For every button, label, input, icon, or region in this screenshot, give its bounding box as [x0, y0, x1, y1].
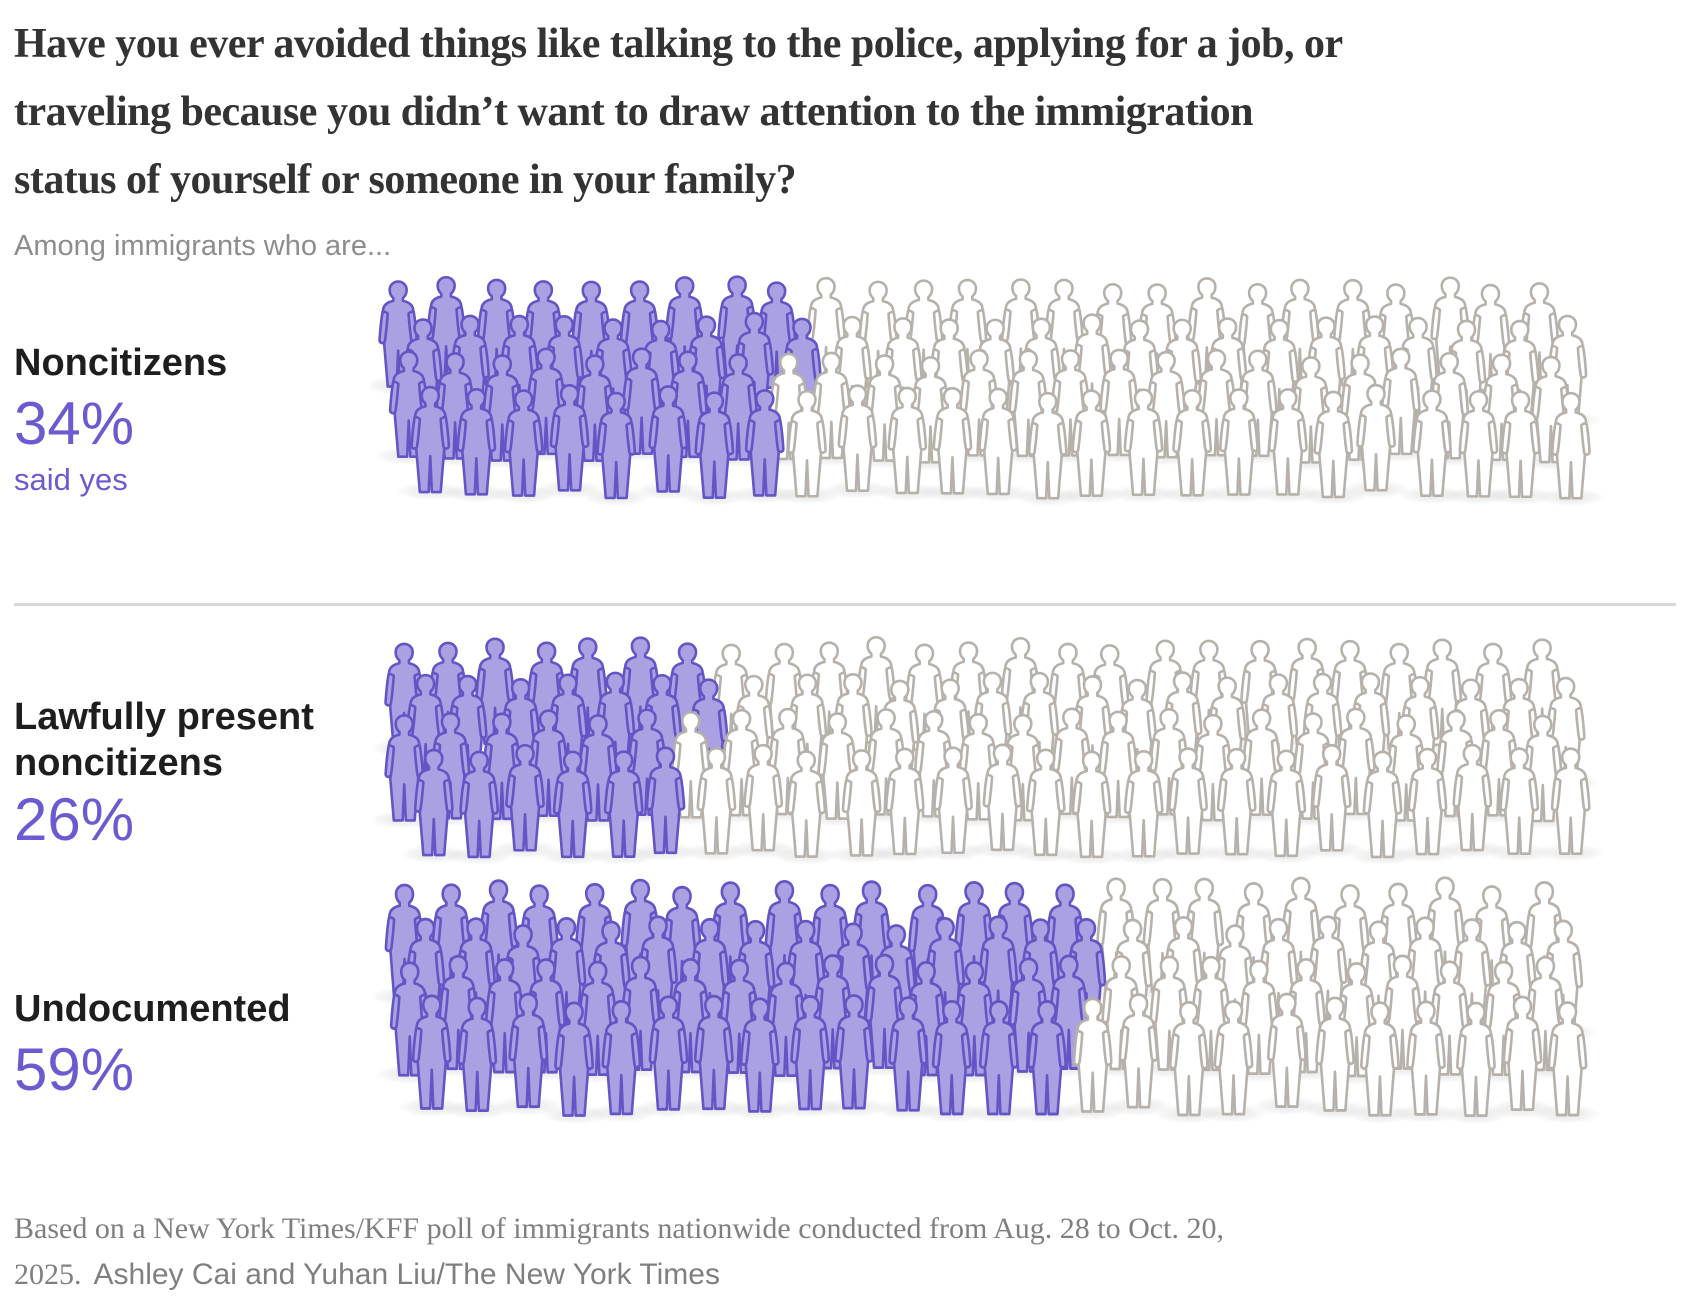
figure-shadow — [819, 1097, 888, 1117]
group-label-line: Undocumented — [14, 988, 291, 1030]
title-line-1: Have you ever avoided things like talkin… — [14, 21, 1343, 67]
group-percent-noncitizens: 34% — [14, 390, 135, 457]
group-label-line: Lawfully present — [14, 696, 314, 738]
figure-shadow — [1297, 840, 1366, 859]
byline-credit: Ashley Cai and Yuhan Liu/The New York Ti… — [93, 1258, 720, 1291]
crowd-pictogram-noncitizens — [370, 275, 1605, 507]
group-label-lawfully-present: Lawfully present noncitizens — [14, 694, 366, 786]
source-note-line-2: 2025. Ashley Cai and Yuhan Liu/The New Yo… — [14, 1252, 1674, 1298]
title-line-3: status of yourself or someone in your fa… — [14, 157, 797, 203]
figure-shadow — [1485, 843, 1554, 862]
figure-shadow — [443, 1099, 512, 1120]
source-note-year: 2025. — [14, 1258, 82, 1291]
group-percent-undocumented: 59% — [14, 1036, 135, 1103]
figure-shadow — [1199, 1103, 1268, 1123]
figure-shadow — [1057, 846, 1126, 865]
group-label-undocumented: Undocumented — [14, 986, 366, 1032]
figure-shadow — [1486, 486, 1555, 505]
group-label-noncitizens: Noncitizens — [14, 340, 366, 386]
source-note-line-1: Based on a New York Times/KFF poll of im… — [14, 1212, 1224, 1245]
figure-shadow — [631, 842, 700, 861]
source-note: Based on a New York Times/KFF poll of im… — [14, 1206, 1674, 1298]
figure-shadow — [1154, 843, 1223, 862]
section-divider — [14, 603, 1676, 606]
group-note-said-yes: said yes — [14, 462, 128, 497]
figure-shadow — [917, 1103, 986, 1123]
figure-shadow — [1391, 1103, 1460, 1123]
figure-shadow — [1202, 844, 1271, 863]
figure-shadow — [1109, 484, 1178, 503]
crowd-pictogram-undocumented — [370, 876, 1602, 1125]
figure-shadow — [538, 846, 607, 865]
figure-shadow — [680, 487, 749, 506]
figure-shadow — [1536, 488, 1605, 507]
crowd-pictogram-lawfully-present — [370, 635, 1605, 865]
group-label-line: noncitizens — [14, 742, 224, 784]
chart-title: Have you ever avoided things like talkin… — [14, 10, 1674, 214]
figure-shadow — [964, 1103, 1033, 1123]
group-label-line: Noncitizens — [14, 342, 228, 384]
figure-shadow — [582, 487, 651, 506]
group-percent-lawfully-present: 26% — [14, 786, 135, 853]
chart-subtitle: Among immigrants who are... — [14, 230, 392, 262]
figure-shadow — [772, 846, 841, 865]
figure-shadow — [1104, 1096, 1173, 1116]
figure-shadow — [1536, 843, 1605, 862]
figure-shadow — [1342, 480, 1411, 499]
figure-shadow — [725, 1100, 794, 1120]
title-line-2: traveling because you didn’t want to dra… — [14, 89, 1253, 135]
figure-shadow — [1533, 1104, 1602, 1124]
figure-shadow — [1057, 485, 1126, 504]
figure-shadow — [1204, 484, 1273, 503]
